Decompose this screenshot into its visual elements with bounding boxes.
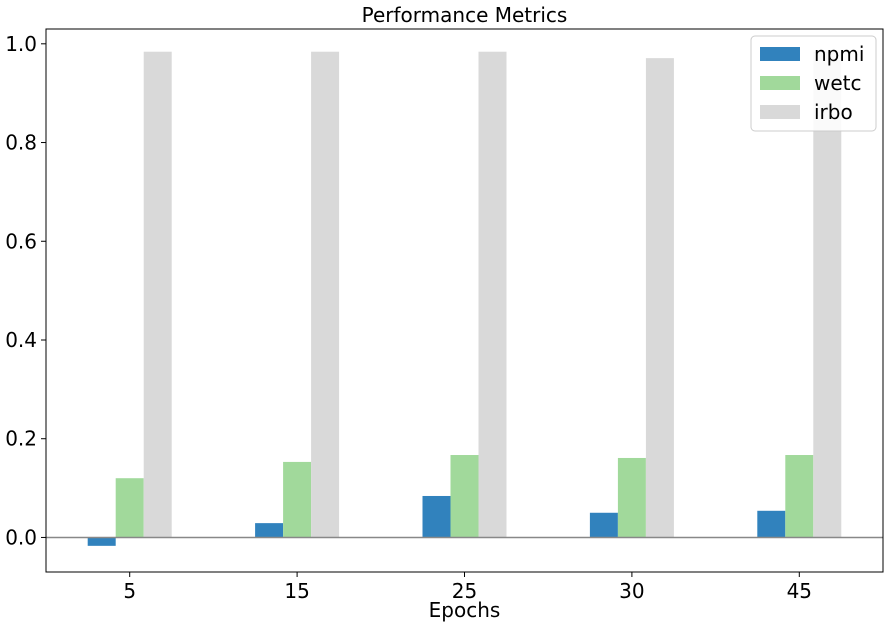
bar-npmi-25	[422, 495, 451, 538]
legend-label-irbo: irbo	[814, 100, 853, 124]
y-tick-label: 0.0	[5, 525, 37, 549]
bar-irbo-25	[478, 51, 507, 538]
legend-label-wetc: wetc	[814, 71, 862, 95]
bar-npmi-30	[589, 512, 618, 538]
x-tick-label: 15	[284, 579, 309, 603]
y-tick-label: 0.2	[5, 427, 37, 451]
legend-swatch-wetc	[760, 76, 800, 90]
legend-label-npmi: npmi	[814, 42, 864, 66]
bar-irbo-15	[311, 51, 340, 538]
bar-wetc-30	[617, 457, 646, 538]
y-axis: 0.0 0.2 0.4 0.6 0.8 1.0	[5, 32, 46, 549]
legend-swatch-irbo	[760, 105, 800, 119]
y-tick-label: 0.6	[5, 229, 37, 253]
bar-irbo-45	[813, 51, 842, 538]
bar-npmi-45	[757, 510, 786, 538]
bar-npmi-15	[255, 523, 284, 538]
bar-irbo-30	[645, 58, 674, 538]
bar-wetc-45	[785, 455, 814, 538]
x-tick-label: 5	[123, 579, 136, 603]
y-tick-label: 0.4	[5, 328, 37, 352]
x-axis-label: Epochs	[429, 598, 501, 622]
x-tick-label: 25	[452, 579, 477, 603]
bar-wetc-5	[115, 478, 144, 538]
chart-title: Performance Metrics	[362, 3, 568, 27]
bar-wetc-15	[283, 461, 312, 538]
bar-npmi-5	[87, 537, 116, 546]
y-tick-label: 0.8	[5, 131, 37, 155]
bars	[87, 51, 842, 546]
legend: npmi wetc irbo	[750, 35, 877, 132]
x-tick-label: 45	[787, 579, 812, 603]
y-tick-label: 1.0	[5, 32, 37, 56]
x-tick-label: 30	[619, 579, 644, 603]
legend-swatch-npmi	[760, 47, 800, 61]
x-axis: 5 15 25 30 45	[123, 572, 812, 603]
bar-wetc-25	[450, 455, 479, 538]
bar-irbo-5	[143, 51, 172, 538]
